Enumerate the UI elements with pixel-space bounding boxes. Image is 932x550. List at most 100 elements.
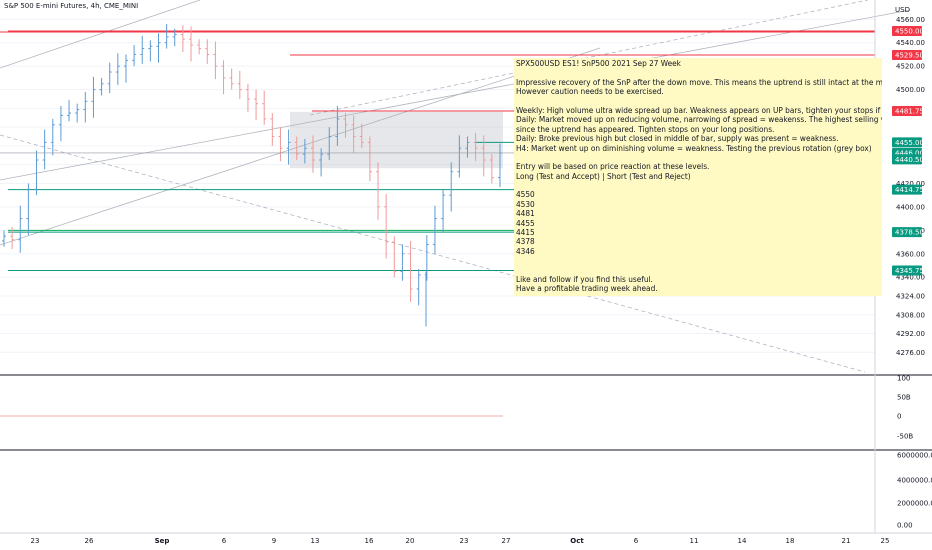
note-line [516, 181, 880, 190]
time-tick-label: 14 [738, 537, 747, 545]
candle [367, 136, 372, 182]
candle [75, 103, 80, 123]
dashed-down-line [0, 134, 866, 373]
time-tick-label: 18 [786, 537, 795, 545]
candle [123, 54, 128, 83]
note-line: 4378 [516, 236, 535, 247]
candlesticks [2, 23, 502, 327]
candle [26, 183, 31, 236]
candle [221, 60, 226, 95]
candle [400, 244, 405, 281]
time-tick-label: 23 [31, 537, 40, 545]
price-tick-label: 4500.00 [896, 86, 925, 94]
price-tag: 4440.50 [892, 154, 924, 165]
time-tick-label: 23 [460, 537, 469, 545]
time-tick-label: 13 [311, 537, 320, 545]
note-line: SPX500USD ES1! SnP500 2021 Sep 27 Week [516, 58, 681, 68]
note-line: 4530 [516, 198, 535, 209]
candle [172, 28, 177, 47]
candle [91, 76, 96, 118]
volume-tick-label: 4000000.00 [897, 477, 932, 485]
note-line: H4: Market went up on diminishing volume… [516, 142, 872, 153]
note-line: 4455 [516, 217, 535, 228]
note-line: Daily: Market moved up on reducing volum… [516, 114, 882, 125]
time-tick-label: 6 [634, 537, 639, 545]
analysis-note[interactable]: SPX500USD ES1! SnP500 2021 Sep 27 Week Im… [514, 58, 882, 296]
time-axis[interactable]: 23 26 Sep 6 9 13 16 20 23 27 Oct 6 11 14 18 21 25 [31, 537, 890, 545]
note-line: 4550 [516, 189, 535, 200]
note-line: Impressive recovery of the SnP after the… [516, 76, 882, 87]
price-tick-label: 4400.00 [896, 203, 925, 211]
candle [132, 45, 137, 67]
time-tick-label: 21 [842, 537, 851, 545]
candle [432, 205, 437, 254]
candle [481, 135, 486, 177]
candle [58, 106, 63, 142]
price-tag-label: 4481.75 [895, 108, 924, 116]
candle [67, 100, 72, 122]
volume-tick-label: 6000000.00 [897, 452, 932, 460]
trend-lines[interactable] [0, 0, 911, 373]
previous-rotation-box[interactable] [290, 111, 503, 169]
oscillator-axis: 100 50B 0 -50B [897, 375, 913, 441]
price-tick-label: 4324.00 [896, 292, 925, 300]
price-tag: 4455.00 [892, 137, 924, 148]
candle [245, 83, 250, 112]
candle [10, 226, 15, 250]
price-tag-label: 4455.00 [895, 139, 924, 147]
note-line: 4415 [516, 227, 535, 238]
candle [229, 68, 234, 90]
note-line: 4481 [516, 208, 535, 219]
time-tick-label: Oct [570, 537, 584, 545]
candle [302, 138, 307, 164]
candle [489, 154, 494, 184]
candle [148, 40, 153, 62]
candle [457, 135, 462, 178]
time-tick-label: 25 [881, 537, 890, 545]
price-tick-label: 4520.00 [896, 63, 925, 71]
price-tag-label: 4345.75 [895, 267, 924, 275]
price-tag: 4481.75 [892, 106, 924, 117]
price-tick-label: 4420.00 [896, 180, 925, 188]
candle [18, 205, 23, 253]
price-tag-label: 4440.50 [895, 156, 924, 164]
candle [99, 77, 104, 96]
price-tag: 4378.50 [892, 227, 924, 238]
note-line: since the uptrend has appeared. Tighten … [516, 123, 775, 134]
candle [424, 235, 429, 281]
time-tick-label: 27 [502, 537, 511, 545]
price-tag-label: 4550.00 [895, 28, 924, 36]
candle [441, 189, 446, 232]
price-tick-label: 4340.00 [896, 274, 925, 282]
candle [408, 240, 413, 302]
volume-axis: 6000000.00 4000000.00 2000000.00 0.00 [897, 452, 932, 530]
candle [376, 162, 381, 220]
candle [384, 193, 389, 259]
candle [115, 53, 120, 85]
candle [254, 89, 259, 121]
price-tag-label: 4378.50 [895, 229, 924, 237]
price-tick-label: 4560.00 [896, 16, 925, 24]
candle [140, 35, 145, 64]
time-tick-label: 6 [222, 537, 227, 545]
price-tick-label: 4292.00 [896, 330, 925, 338]
lower-channel-line [0, 47, 601, 246]
price-tag: 4529.50 [892, 50, 924, 61]
price-tick-label: 4276.00 [896, 349, 925, 357]
price-tag: 4550.00 [892, 26, 924, 36]
note-line: 4346 [516, 245, 535, 256]
price-tag-label: 4529.50 [895, 52, 924, 60]
candle [205, 39, 210, 64]
dashed-channel-line [309, 0, 869, 116]
candle [286, 129, 291, 165]
upper-channel-line [0, 9, 911, 181]
candle [449, 162, 454, 212]
candle [310, 135, 315, 173]
candle [335, 106, 340, 146]
time-tick-label: 9 [272, 537, 276, 545]
candle [213, 41, 218, 80]
note-line: Weekly: High volume ultra wide spread up… [516, 104, 882, 115]
candle [50, 118, 55, 156]
candle [473, 133, 478, 162]
